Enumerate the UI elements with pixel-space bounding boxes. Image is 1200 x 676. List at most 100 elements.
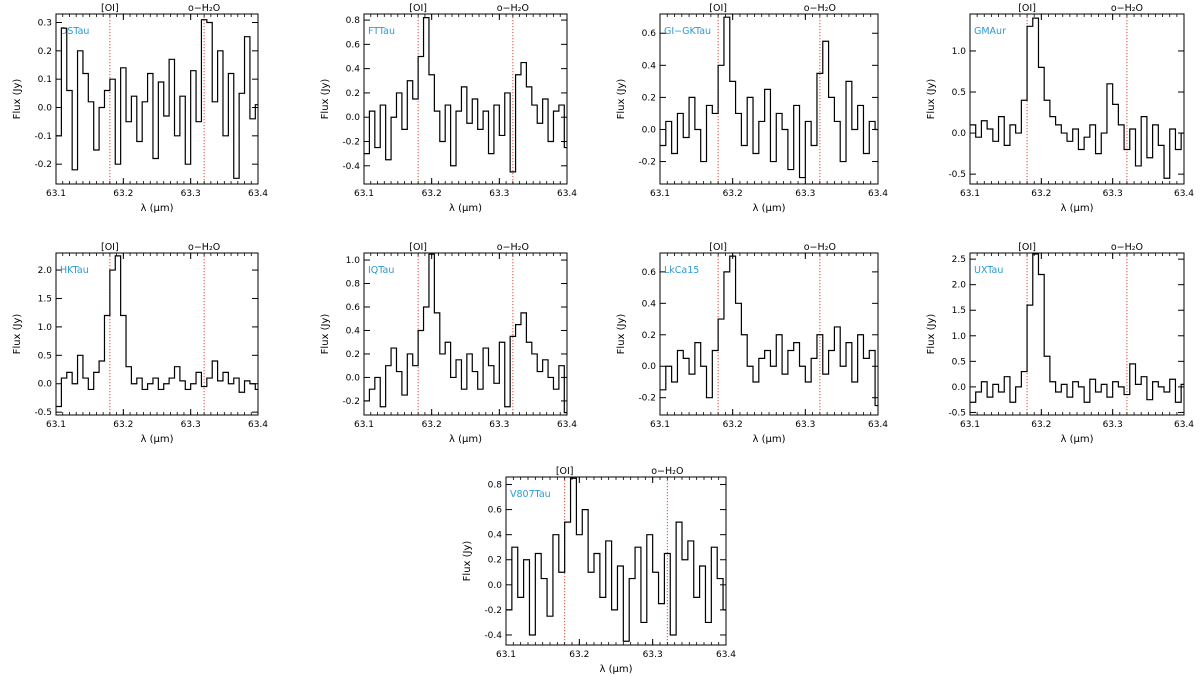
x-axis-label: λ (μm) (140, 203, 173, 214)
x-tick-label: 63.2 (723, 189, 743, 199)
x-tick-label: 63.3 (795, 189, 815, 199)
y-tick-label: 0.8 (346, 280, 361, 290)
line-marker-label-h2o: o−H₂O (497, 3, 529, 14)
x-tick-label: 63.3 (181, 420, 201, 430)
x-axis-label: λ (μm) (1060, 434, 1093, 445)
y-tick-label: -0.4 (484, 631, 502, 641)
y-tick-label: 1.0 (952, 332, 967, 342)
x-axis-label: λ (μm) (752, 434, 785, 445)
y-tick-label: 0.0 (952, 129, 967, 139)
spectrum-panel-V807Tau: 63.1 63.2 63.3 63.4 -0.4 -0.2 0.0 0.2 0.4 0.6 0.8 λ… (462, 466, 736, 675)
star-name-label: FTTau (368, 26, 395, 37)
star-name-label: GI−GKTau (664, 26, 711, 37)
y-tick-label: 1.5 (38, 294, 52, 304)
y-tick-label: 0.4 (346, 65, 361, 75)
x-tick-label: 63.4 (557, 189, 577, 199)
line-marker-label-oi: [OI] (556, 466, 574, 477)
spectrum-line (364, 253, 567, 414)
line-marker-label-oi: [OI] (1018, 3, 1036, 14)
line-marker-label-oi: [OI] (101, 242, 119, 253)
spectrum-line (56, 255, 258, 408)
y-tick-label: 1.0 (952, 47, 967, 57)
x-tick-label: 63.4 (1174, 420, 1194, 430)
x-axis-label: λ (μm) (140, 434, 173, 445)
plot-frame (363, 252, 568, 416)
y-tick-label: -0.5 (948, 170, 966, 180)
y-axis-label: Flux (Jy) (320, 79, 331, 120)
star-name-label: HKTau (60, 265, 89, 276)
y-tick-label: 1.0 (38, 323, 53, 333)
y-axis-label: Flux (Jy) (320, 314, 331, 355)
y-tick-label: 0.3 (38, 19, 52, 29)
star-name-label: UXTau (974, 265, 1003, 276)
spectrum-line (970, 253, 1184, 403)
line-marker-label-h2o: o−H₂O (188, 3, 220, 14)
y-axis-label: Flux (Jy) (12, 314, 23, 355)
y-tick-label: -0.2 (638, 158, 656, 168)
x-tick-label: 63.4 (868, 189, 888, 199)
y-tick-label: 0.1 (38, 75, 52, 85)
x-tick-label: 63.2 (1031, 420, 1051, 430)
y-tick-label: 0.6 (642, 29, 657, 39)
x-tick-label: 63.1 (354, 420, 374, 430)
x-tick-label: 63.2 (113, 189, 133, 199)
y-tick-label: 0.0 (642, 362, 657, 372)
spectrum-panel-GI−GKTau: 63.1 63.2 63.3 63.4 -0.2 0.0 0.2 0.4 0.6 λ (μm) Fl… (616, 3, 888, 214)
plot-frame (969, 13, 1185, 185)
y-tick-label: 0.0 (952, 383, 967, 393)
y-tick-label: 0.5 (952, 357, 966, 367)
x-tick-label: 63.4 (248, 189, 268, 199)
line-marker-label-h2o: o−H₂O (804, 3, 836, 14)
y-tick-label: 0.0 (346, 113, 361, 123)
y-axis-label: Flux (Jy) (616, 79, 627, 120)
x-tick-label: 63.2 (569, 650, 589, 660)
line-marker-label-h2o: o−H₂O (1111, 3, 1143, 14)
y-tick-label: 0.6 (346, 40, 361, 50)
y-tick-label: 0.0 (642, 125, 657, 135)
x-tick-label: 63.4 (716, 650, 736, 660)
y-tick-label: -0.5 (34, 408, 52, 418)
y-tick-label: -0.1 (34, 132, 52, 142)
spectrum-line (56, 19, 258, 179)
x-tick-label: 63.1 (650, 189, 670, 199)
x-tick-label: 63.2 (422, 420, 442, 430)
y-tick-label: 0.5 (38, 351, 52, 361)
line-marker-label-oi: [OI] (709, 3, 727, 14)
spectrum-line (506, 477, 726, 642)
plot-frame (969, 252, 1185, 416)
spectrum-panel-FTTau: 63.1 63.2 63.3 63.4 -0.4 -0.2 0.0 0.2 0.4 0.6 0.8 λ… (320, 3, 577, 214)
spectrum-panel-LkCa15: 63.1 63.2 63.3 63.4 -0.2 0.0 0.2 0.4 0.6 λ (μm) Fl… (616, 242, 888, 445)
x-axis-label: λ (μm) (1060, 203, 1093, 214)
x-tick-label: 63.4 (248, 420, 268, 430)
x-tick-label: 63.1 (960, 189, 980, 199)
line-marker-label-oi: [OI] (409, 242, 427, 253)
plot-frame (505, 476, 727, 646)
spectrum-panel-IQTau: 63.1 63.2 63.3 63.4 -0.2 0.0 0.2 0.4 0.6 0.8 1.0 λ … (320, 242, 577, 445)
spectrum-panel-HKTau: 63.1 63.2 63.3 63.4 -0.5 0.0 0.5 1.0 1.5 2.0 λ (μm… (12, 242, 268, 445)
plot-frame (55, 252, 259, 416)
line-marker-label-h2o: o−H₂O (497, 242, 529, 253)
y-tick-label: 2.0 (952, 281, 967, 291)
spectrum-line (660, 255, 878, 407)
y-tick-label: 0.0 (38, 104, 53, 114)
star-name-label: GMAur (974, 26, 1006, 37)
y-tick-label: 0.0 (38, 380, 53, 390)
y-tick-label: 0.6 (642, 268, 657, 278)
spectrum-panel-GMAur: 63.1 63.2 63.3 63.4 -0.5 0.0 0.5 1.0 λ (μm) Flux … (926, 3, 1194, 214)
y-tick-label: 0.4 (642, 299, 657, 309)
spectrum-panel-DSTau: 63.1 63.2 63.3 63.4 -0.2 -0.1 0.0 0.1 0.2 0.3 λ (μ… (12, 3, 268, 214)
x-tick-label: 63.1 (46, 189, 66, 199)
plot-frame (659, 13, 879, 185)
x-tick-label: 63.4 (557, 420, 577, 430)
spectrum-line (364, 17, 567, 173)
x-tick-label: 63.4 (1174, 189, 1194, 199)
y-axis-label: Flux (Jy) (12, 79, 23, 120)
y-tick-label: 0.6 (346, 303, 361, 313)
x-tick-label: 63.3 (643, 650, 663, 660)
star-name-label: V807Tau (510, 489, 551, 500)
line-marker-label-h2o: o−H₂O (188, 242, 220, 253)
y-tick-label: 0.4 (346, 326, 361, 336)
x-axis-label: λ (μm) (449, 434, 482, 445)
star-name-label: IQTau (368, 265, 394, 276)
